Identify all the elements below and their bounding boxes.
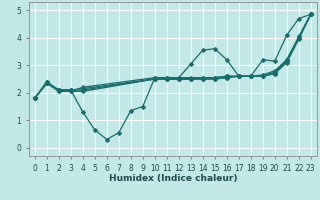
X-axis label: Humidex (Indice chaleur): Humidex (Indice chaleur) — [108, 174, 237, 183]
